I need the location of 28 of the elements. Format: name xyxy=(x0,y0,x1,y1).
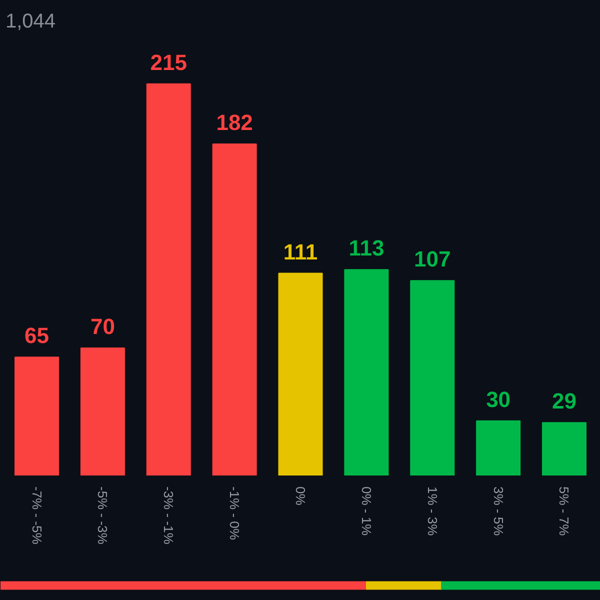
data-label: 65 xyxy=(24,323,50,348)
data-label: 107 xyxy=(414,246,451,272)
x-tick-label: -5% - -3% xyxy=(95,486,110,545)
x-tick-label: -1% - 0% xyxy=(227,486,242,540)
data-label: 113 xyxy=(348,236,384,261)
text: 1,044 xyxy=(6,10,56,32)
data-label: 70 xyxy=(90,314,115,339)
data-label: 215 xyxy=(150,50,187,75)
bar xyxy=(344,269,389,476)
x-tick-label: 0% xyxy=(293,486,308,506)
x-tick-label: 3% - 5% xyxy=(490,486,506,536)
data-label: 111 xyxy=(283,239,318,264)
x-tick-label: -7% - -5% xyxy=(29,486,44,545)
x-tick-label: 1% - 3% xyxy=(424,486,440,536)
data-label: 29 xyxy=(552,388,576,414)
bar xyxy=(146,83,191,476)
bar xyxy=(410,280,455,476)
bar xyxy=(476,420,521,476)
x-tick-label: -3% - -1% xyxy=(161,486,176,545)
bar xyxy=(80,347,125,476)
data-label: 30 xyxy=(486,386,511,412)
x-tick-label: 0% - 1% xyxy=(358,486,374,536)
bar xyxy=(278,272,323,476)
data-label: 182 xyxy=(216,110,253,135)
bar xyxy=(542,422,586,476)
bar xyxy=(212,143,257,476)
x-tick-label: 5% - 7% xyxy=(556,486,572,536)
bar xyxy=(14,356,60,476)
